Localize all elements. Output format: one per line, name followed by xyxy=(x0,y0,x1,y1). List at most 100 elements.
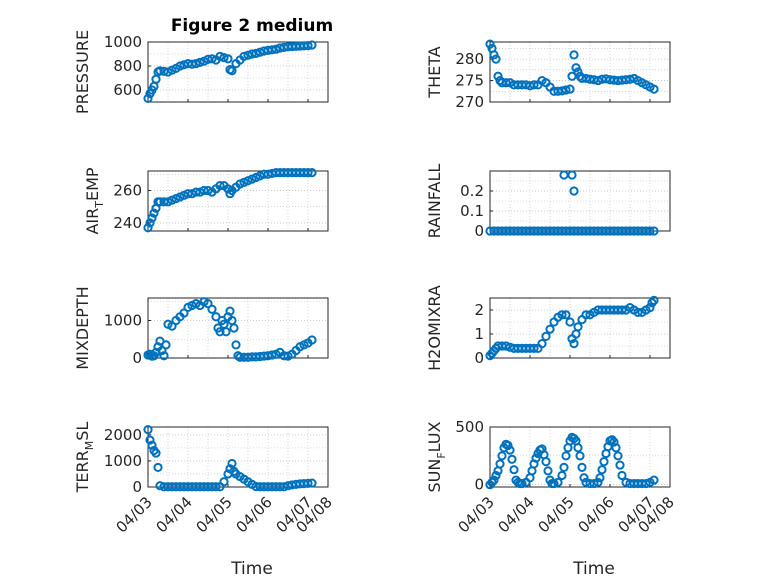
data-point xyxy=(143,425,153,435)
data-point xyxy=(307,168,317,178)
data-point xyxy=(569,339,579,349)
data-point xyxy=(505,445,515,455)
y-axis-label: SUNFLUX xyxy=(425,421,448,492)
data-point xyxy=(271,44,281,54)
data-point xyxy=(143,93,153,104)
axes-frame xyxy=(489,297,671,359)
data-point xyxy=(223,54,233,64)
data-point xyxy=(589,478,599,489)
data-point xyxy=(617,305,627,315)
chart-title: Figure 2 medium xyxy=(171,16,333,36)
data-point xyxy=(649,226,659,236)
data-point xyxy=(307,40,317,50)
data-point xyxy=(633,307,643,317)
x-tick-label: 04/03 xyxy=(113,493,156,536)
data-point xyxy=(239,51,249,62)
data-point xyxy=(279,351,289,361)
data-point xyxy=(575,451,585,461)
data-point xyxy=(303,41,313,51)
data-point xyxy=(649,295,659,305)
subplot-3: 240 260 AIRTEMP xyxy=(83,167,329,235)
data-point xyxy=(593,477,603,487)
data-point xyxy=(207,54,217,64)
data-point xyxy=(175,61,185,71)
x-tick-label: 04/06 xyxy=(575,493,618,536)
x-tick-label: 04/05 xyxy=(535,493,578,536)
y-tick-label: 0 xyxy=(474,476,484,494)
data-point xyxy=(599,457,609,467)
data-point xyxy=(503,440,513,451)
data-point xyxy=(573,443,583,453)
data-point xyxy=(145,218,155,228)
data-point xyxy=(161,340,171,350)
data-point xyxy=(215,327,225,337)
data-point xyxy=(595,473,605,483)
y-tick-label: 280 xyxy=(455,50,484,68)
data-point xyxy=(509,465,519,475)
axes-frame xyxy=(489,41,671,103)
y-tick-label: 260 xyxy=(113,181,142,199)
axes-frame xyxy=(147,170,329,232)
data-point xyxy=(549,478,559,489)
data-point xyxy=(225,306,235,316)
data-point xyxy=(187,59,197,69)
y-tick-label: 1000 xyxy=(104,312,142,330)
data-point xyxy=(489,475,499,485)
y-tick-label: 0.1 xyxy=(460,202,484,220)
axes-frame xyxy=(147,297,329,359)
data-point xyxy=(507,454,517,464)
data-point xyxy=(501,78,511,88)
y-axis-label: MIXDEPTH xyxy=(73,286,92,369)
data-point xyxy=(231,340,241,350)
y-tick-label: 800 xyxy=(113,57,142,75)
data-point xyxy=(215,51,225,62)
data-point xyxy=(559,170,569,180)
y-axis-label: AIRTEMP xyxy=(83,167,106,234)
data-point xyxy=(517,478,527,489)
data-point xyxy=(577,462,587,472)
data-point xyxy=(279,482,289,492)
y-tick-label: 240 xyxy=(113,214,142,232)
y-tick-label: 270 xyxy=(455,93,484,111)
data-point xyxy=(569,50,579,60)
x-tick-label: 04/04 xyxy=(153,493,196,536)
data-point xyxy=(219,53,229,63)
data-point xyxy=(597,465,607,475)
data-point xyxy=(147,213,157,223)
data-point xyxy=(561,310,571,320)
data-point xyxy=(573,322,583,332)
x-tick-label: 04/05 xyxy=(193,493,236,536)
data-point xyxy=(557,470,567,481)
y-tick-label: 0.2 xyxy=(460,182,484,200)
y-tick-label: 0 xyxy=(474,349,484,367)
data-point xyxy=(531,453,541,463)
data-point xyxy=(611,443,621,453)
subplot-6: 0 1 2 H2OMIXRA xyxy=(425,285,671,371)
data-point xyxy=(497,451,507,461)
data-point xyxy=(227,66,237,76)
y-axis-label: H2OMIXRA xyxy=(425,285,444,371)
data-point xyxy=(221,327,231,337)
data-point xyxy=(303,168,313,178)
data-point xyxy=(147,440,157,450)
data-point xyxy=(491,470,501,481)
subplot-2: 270 275 280 THETA xyxy=(425,39,671,111)
data-point xyxy=(267,350,277,360)
data-point xyxy=(649,475,659,485)
data-point xyxy=(565,84,575,94)
subplot-4: 0 0.1 0.2 RAINFALL xyxy=(425,164,671,240)
y-axis-label: RAINFALL xyxy=(425,164,444,239)
data-point xyxy=(263,169,273,179)
data-point xyxy=(593,75,603,86)
data-point xyxy=(199,185,209,196)
y-tick-label: 275 xyxy=(455,72,484,90)
data-point xyxy=(229,323,239,333)
y-tick-label: 0 xyxy=(132,478,142,496)
data-point xyxy=(641,478,651,489)
data-point xyxy=(537,339,547,349)
y-tick-label: 600 xyxy=(113,81,142,99)
data-point xyxy=(617,470,627,481)
data-point xyxy=(159,351,169,361)
